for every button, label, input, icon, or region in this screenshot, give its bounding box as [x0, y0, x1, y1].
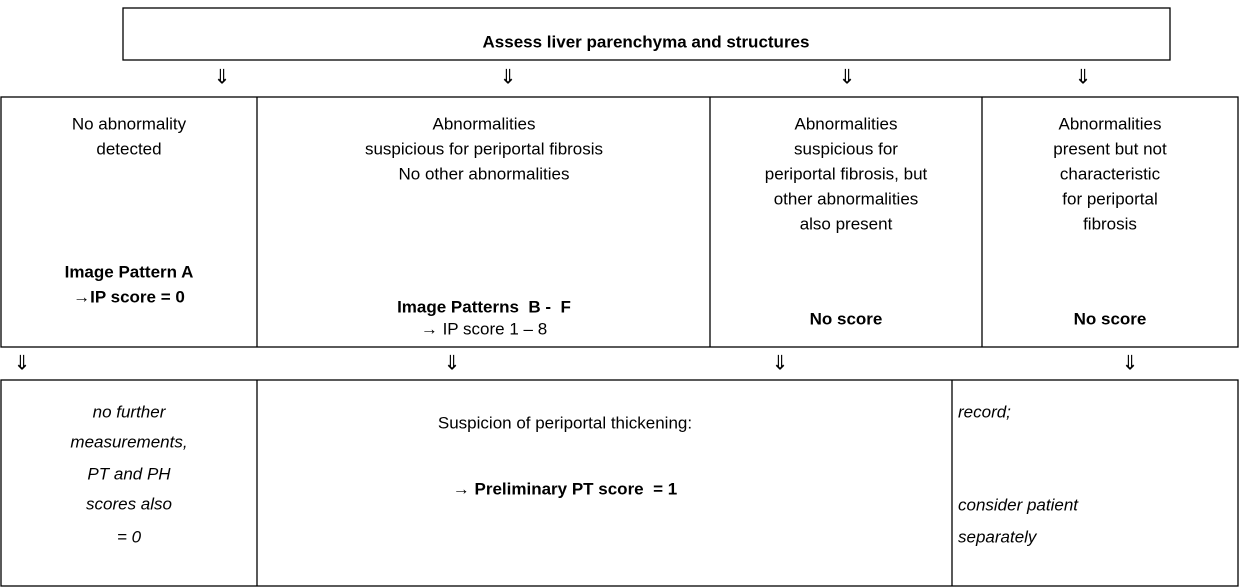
cell-result: →IP score = 0 [73, 287, 185, 306]
cell-text: PT and PH [87, 464, 171, 483]
cell-text: = 0 [117, 527, 142, 546]
cell-text: Abnormalities [1059, 114, 1162, 133]
cell-text: Abnormalities [795, 114, 898, 133]
arrow: ⇓ [839, 66, 856, 88]
cell-text: suspicious for [794, 139, 898, 158]
cell-text: fibrosis [1083, 214, 1137, 233]
arrow: ⇓ [1122, 352, 1139, 374]
cell-text: No other abnormalities [398, 164, 569, 183]
cell-text: periportal fibrosis, but [765, 164, 928, 183]
cell-text: separately [958, 527, 1038, 546]
cell-text: Suspicion of periportal thickening: [438, 413, 692, 432]
header: Assess liver parenchyma and structures [483, 32, 810, 51]
cell-text: also present [800, 214, 893, 233]
cell-result: → IP score 1 – 8 [421, 319, 547, 338]
cell-result: No score [810, 309, 883, 328]
cell-text: no further [93, 402, 167, 421]
cell-text: record; [958, 402, 1011, 421]
cell-text: characteristic [1060, 164, 1161, 183]
header-box [122, 7, 1171, 61]
arrow: ⇓ [1075, 66, 1092, 88]
cell-text: consider patient [958, 495, 1079, 514]
level1-box [0, 96, 1239, 348]
cell-text: scores also [86, 494, 172, 513]
cell-text: measurements, [70, 432, 187, 451]
arrow: ⇓ [14, 352, 31, 374]
cell-result: No score [1074, 309, 1147, 328]
arrow: ⇓ [444, 352, 461, 374]
arrow: ⇓ [500, 66, 517, 88]
cell-result: Image Patterns B - F [397, 297, 571, 316]
level2-box [0, 379, 1239, 587]
cell-result: → Preliminary PT score = 1 [453, 479, 677, 498]
cell-text: detected [96, 139, 161, 158]
cell-text: other abnormalities [774, 189, 919, 208]
cell-result: Image Pattern A [65, 262, 194, 281]
arrow: ⇓ [772, 352, 789, 374]
cell-text: No abnormality [72, 114, 187, 133]
cell-text: for periportal [1062, 189, 1157, 208]
arrow: ⇓ [214, 66, 231, 88]
cell-text: Abnormalities [433, 114, 536, 133]
cell-text: suspicious for periportal fibrosis [365, 139, 603, 158]
cell-text: present but not [1053, 139, 1167, 158]
